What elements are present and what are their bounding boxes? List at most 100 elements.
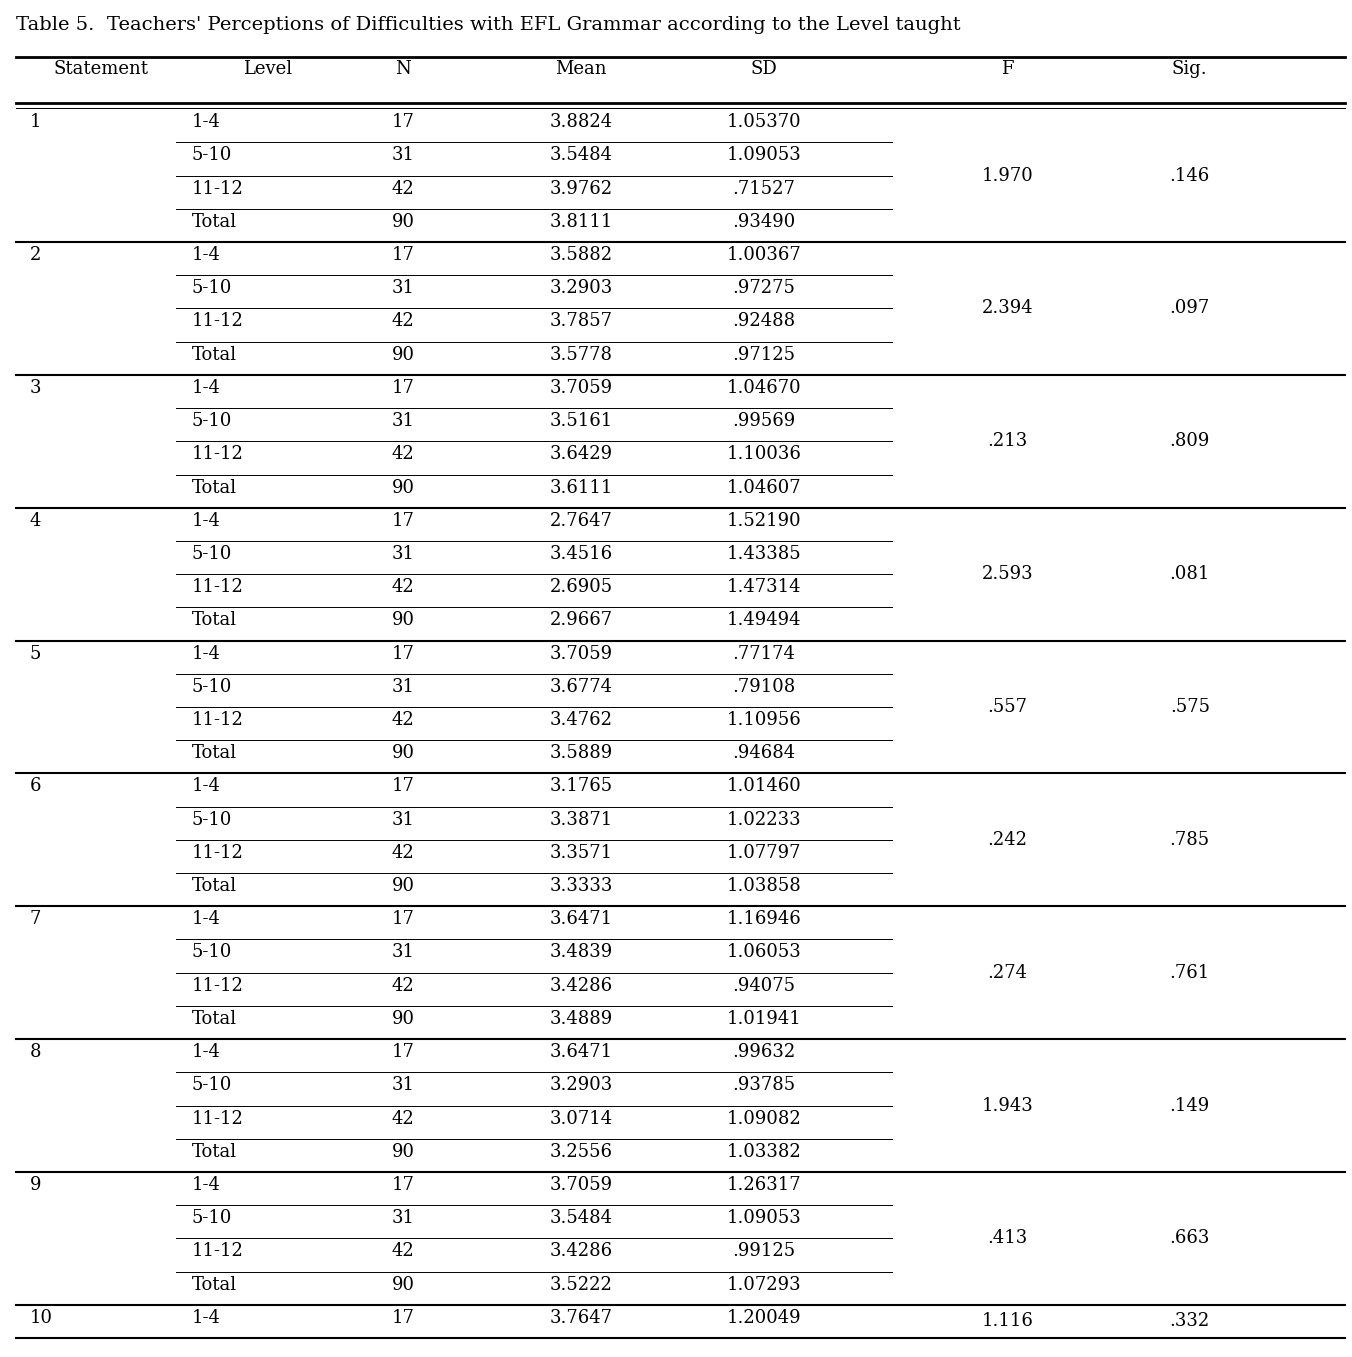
Text: 42: 42 — [392, 312, 414, 331]
Text: .94075: .94075 — [733, 977, 795, 995]
Text: 42: 42 — [392, 1110, 414, 1128]
Text: .097: .097 — [1169, 300, 1210, 318]
Text: 1.943: 1.943 — [982, 1096, 1033, 1114]
Text: 42: 42 — [392, 578, 414, 596]
Text: 2.9667: 2.9667 — [550, 612, 612, 630]
Text: 3.5778: 3.5778 — [550, 346, 612, 364]
Text: 5-10: 5-10 — [192, 546, 233, 563]
Text: Table 5.  Teachers' Perceptions of Difficulties with EFL Grammar according to th: Table 5. Teachers' Perceptions of Diffic… — [16, 16, 961, 34]
Text: Sig.: Sig. — [1172, 60, 1207, 77]
Text: 11-12: 11-12 — [192, 1110, 243, 1128]
Text: 11-12: 11-12 — [192, 179, 243, 198]
Text: 3.5484: 3.5484 — [550, 1209, 612, 1227]
Text: 1.26317: 1.26317 — [726, 1177, 802, 1194]
Text: 11-12: 11-12 — [192, 445, 243, 463]
Text: Total: Total — [192, 1143, 237, 1160]
Text: 1.09053: 1.09053 — [726, 147, 802, 164]
Text: .99569: .99569 — [733, 413, 795, 430]
Text: Total: Total — [192, 213, 237, 231]
Text: 1-4: 1-4 — [192, 1308, 220, 1327]
Text: 11-12: 11-12 — [192, 1243, 243, 1261]
Text: .99632: .99632 — [733, 1044, 795, 1061]
Text: 9: 9 — [30, 1177, 42, 1194]
Text: .785: .785 — [1169, 830, 1210, 849]
Text: 3.4889: 3.4889 — [550, 1010, 612, 1027]
Text: 1-4: 1-4 — [192, 911, 220, 928]
Text: 6: 6 — [30, 778, 42, 795]
Text: .146: .146 — [1169, 167, 1210, 185]
Text: 90: 90 — [391, 1143, 415, 1160]
Text: 17: 17 — [392, 379, 414, 396]
Text: 1.00367: 1.00367 — [726, 246, 802, 265]
Text: 1.07797: 1.07797 — [726, 844, 802, 862]
Text: 1.970: 1.970 — [982, 167, 1033, 185]
Text: 31: 31 — [391, 1076, 415, 1094]
Text: .71527: .71527 — [733, 179, 795, 198]
Text: Total: Total — [192, 479, 237, 497]
Text: 1.43385: 1.43385 — [726, 546, 802, 563]
Text: 3.5484: 3.5484 — [550, 147, 612, 164]
Text: 2: 2 — [30, 246, 41, 265]
Text: 1-4: 1-4 — [192, 113, 220, 132]
Text: .97125: .97125 — [733, 346, 795, 364]
Text: 3.4286: 3.4286 — [550, 977, 612, 995]
Text: 2.394: 2.394 — [982, 300, 1033, 318]
Text: 3.6111: 3.6111 — [550, 479, 612, 497]
Text: .663: .663 — [1169, 1229, 1210, 1247]
Text: 1.04670: 1.04670 — [726, 379, 802, 396]
Text: Total: Total — [192, 346, 237, 364]
Text: 31: 31 — [391, 413, 415, 430]
Text: 90: 90 — [391, 612, 415, 630]
Text: 90: 90 — [391, 877, 415, 896]
Text: Total: Total — [192, 612, 237, 630]
Text: 1.16946: 1.16946 — [726, 911, 802, 928]
Text: 8: 8 — [30, 1044, 42, 1061]
Text: 5-10: 5-10 — [192, 413, 233, 430]
Text: 1-4: 1-4 — [192, 1177, 220, 1194]
Text: 5-10: 5-10 — [192, 147, 233, 164]
Text: 2.7647: 2.7647 — [550, 512, 612, 529]
Text: 1-4: 1-4 — [192, 246, 220, 265]
Text: .413: .413 — [987, 1229, 1028, 1247]
Text: 42: 42 — [392, 179, 414, 198]
Text: 1.49494: 1.49494 — [726, 612, 802, 630]
Text: 17: 17 — [392, 1044, 414, 1061]
Text: 3.7647: 3.7647 — [550, 1308, 612, 1327]
Text: 31: 31 — [391, 147, 415, 164]
Text: 3.1765: 3.1765 — [550, 778, 612, 795]
Text: 31: 31 — [391, 943, 415, 962]
Text: .274: .274 — [987, 963, 1028, 981]
Text: 3.7059: 3.7059 — [550, 645, 612, 662]
Text: .149: .149 — [1169, 1096, 1210, 1114]
Text: 1: 1 — [30, 113, 42, 132]
Text: 1-4: 1-4 — [192, 645, 220, 662]
Text: 1.20049: 1.20049 — [726, 1308, 802, 1327]
Text: 1.01941: 1.01941 — [726, 1010, 802, 1027]
Text: 3.7059: 3.7059 — [550, 379, 612, 396]
Text: 1.04607: 1.04607 — [726, 479, 802, 497]
Text: 3.4516: 3.4516 — [550, 546, 612, 563]
Text: 5-10: 5-10 — [192, 943, 233, 962]
Text: 3.9762: 3.9762 — [550, 179, 612, 198]
Text: 5-10: 5-10 — [192, 677, 233, 696]
Text: 11-12: 11-12 — [192, 578, 243, 596]
Text: .97275: .97275 — [733, 280, 795, 297]
Text: 42: 42 — [392, 445, 414, 463]
Text: 3.6774: 3.6774 — [550, 677, 612, 696]
Text: 3: 3 — [30, 379, 42, 396]
Text: 3.3571: 3.3571 — [550, 844, 612, 862]
Text: 17: 17 — [392, 778, 414, 795]
Text: 3.3333: 3.3333 — [550, 877, 612, 896]
Text: 90: 90 — [391, 346, 415, 364]
Text: 17: 17 — [392, 911, 414, 928]
Text: 5: 5 — [30, 645, 41, 662]
Text: 1.01460: 1.01460 — [726, 778, 802, 795]
Text: 10: 10 — [30, 1308, 53, 1327]
Text: 90: 90 — [391, 479, 415, 497]
Text: 1.02233: 1.02233 — [726, 810, 802, 829]
Text: 1.10956: 1.10956 — [726, 711, 802, 729]
Text: 3.5222: 3.5222 — [550, 1276, 612, 1293]
Text: 3.2556: 3.2556 — [550, 1143, 612, 1160]
Text: Mean: Mean — [556, 60, 607, 77]
Text: 5-10: 5-10 — [192, 810, 233, 829]
